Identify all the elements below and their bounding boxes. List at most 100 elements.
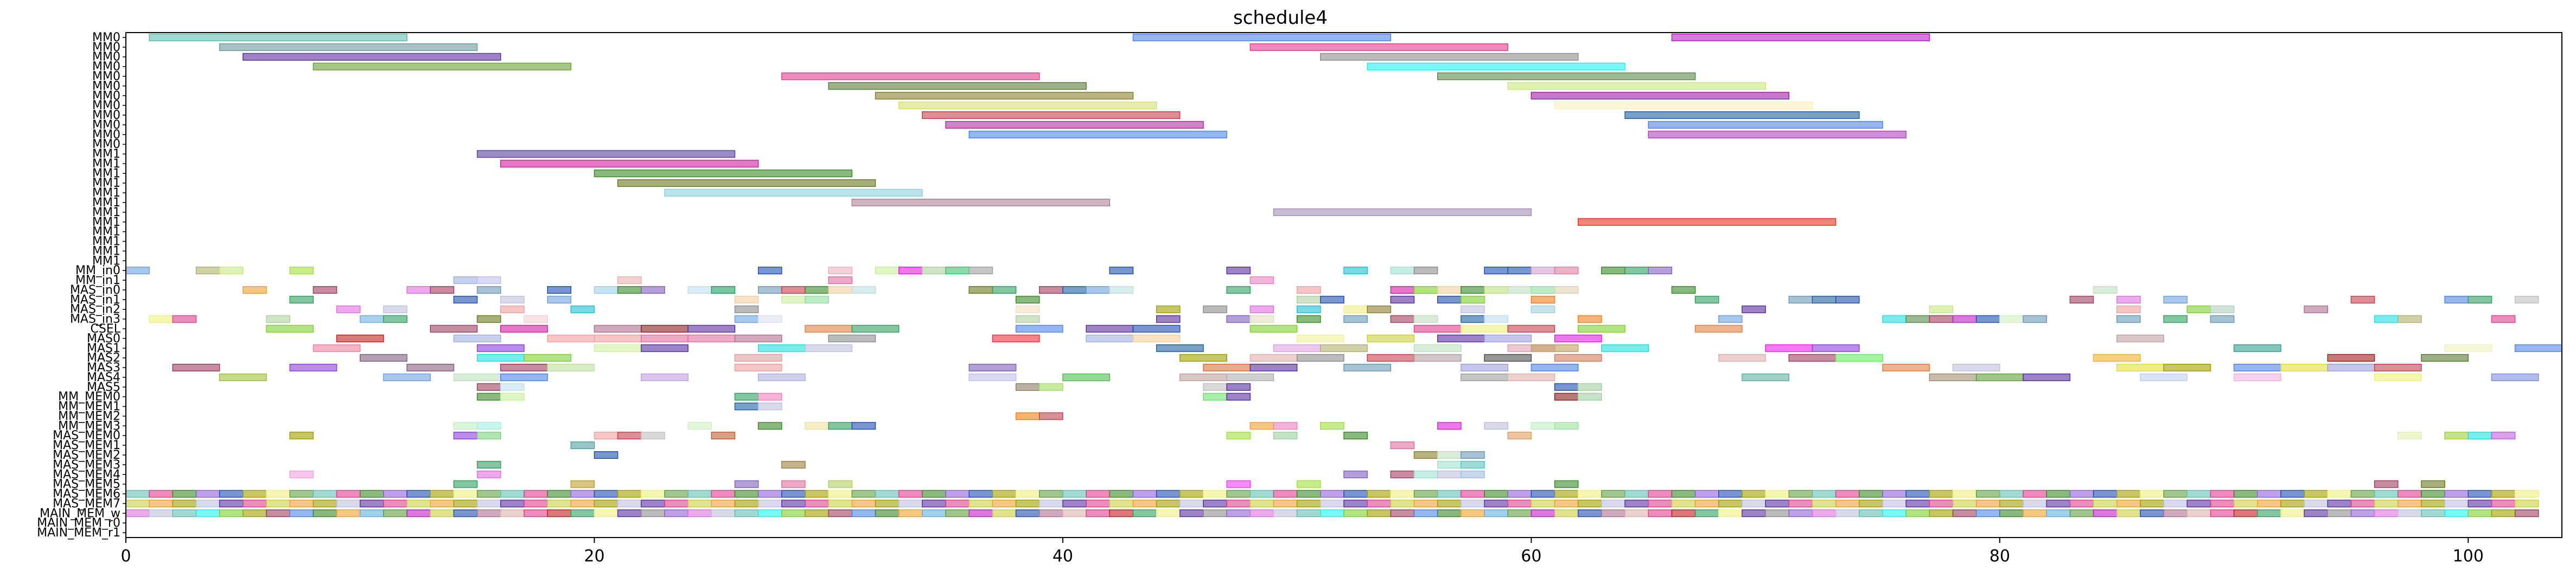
- task-bar: [524, 354, 572, 362]
- row-label: MM1: [92, 196, 120, 210]
- row-label: MAS_in3: [70, 313, 120, 326]
- memory-slot-bar: [1624, 490, 1649, 498]
- memory-slot-bar: [664, 490, 688, 498]
- task-bar: [1132, 334, 1181, 343]
- task-bar: [805, 422, 829, 430]
- memory-slot-bar: [1015, 509, 1040, 517]
- memory-slot-bar: [2093, 509, 2118, 517]
- task-bar: [992, 286, 1017, 294]
- task-bar: [851, 198, 1111, 206]
- memory-slot-bar: [1273, 490, 1298, 498]
- task-bar: [1062, 373, 1111, 381]
- memory-slot-bar: [1343, 509, 1368, 517]
- memory-slot-bar: [289, 509, 314, 517]
- row-label: MM0: [92, 128, 120, 142]
- memory-slot-bar: [2046, 509, 2071, 517]
- row-label: MM_in1: [75, 274, 120, 287]
- task-bar: [2374, 480, 2399, 488]
- task-bar: [266, 325, 314, 333]
- task-bar: [1390, 470, 1415, 478]
- memory-slot-bar: [2467, 509, 2492, 517]
- task-bar: [2327, 364, 2375, 372]
- task-bar: [1484, 286, 1508, 294]
- memory-slot-bar: [2467, 490, 2492, 498]
- task-bar: [149, 315, 174, 323]
- task-bar: [805, 344, 853, 352]
- memory-slot-bar: [1671, 509, 1696, 517]
- memory-slot-bar: [968, 500, 993, 508]
- memory-slot-bar: [2116, 509, 2141, 517]
- memory-slot-bar: [359, 490, 384, 498]
- task-bar: [359, 315, 384, 323]
- task-bar: [1531, 364, 1579, 372]
- row-label: MM0: [92, 50, 120, 64]
- memory-slot-bar: [1226, 500, 1251, 508]
- task-bar: [1812, 295, 1837, 304]
- task-bar: [453, 373, 501, 381]
- memory-slot-bar: [406, 509, 431, 517]
- memory-slot-bar: [336, 500, 361, 508]
- task-bar: [594, 169, 853, 178]
- task-bar: [1554, 422, 1579, 430]
- memory-slot-bar: [547, 490, 572, 498]
- task-bar: [1226, 480, 1251, 488]
- task-bar: [781, 460, 806, 469]
- task-bar: [1507, 432, 1532, 440]
- memory-slot-bar: [757, 509, 782, 517]
- memory-slot-bar: [805, 509, 829, 517]
- memory-slot-bar: [2444, 509, 2469, 517]
- task-bar: [617, 179, 876, 187]
- task-bar: [1554, 354, 1602, 362]
- memory-slot-bar: [1812, 500, 1837, 508]
- memory-slot-bar: [641, 490, 665, 498]
- task-bar: [687, 422, 712, 430]
- task-bar: [289, 295, 314, 304]
- memory-slot-bar: [2444, 500, 2469, 508]
- memory-slot-bar: [664, 509, 688, 517]
- task-bar: [1461, 315, 1485, 323]
- task-bar: [1929, 315, 1954, 323]
- memory-slot-bar: [195, 500, 220, 508]
- memory-slot-bar: [2186, 490, 2211, 498]
- row-label: MM_MEM1: [58, 400, 120, 414]
- memory-slot-bar: [2304, 509, 2329, 517]
- task-bar: [1461, 305, 1485, 313]
- memory-slot-bar: [898, 500, 923, 508]
- row-label: MM1: [92, 225, 120, 239]
- task-bar: [922, 111, 1181, 119]
- task-bar: [968, 130, 1227, 138]
- memory-slot-bar: [2374, 500, 2399, 508]
- task-bar: [2233, 344, 2281, 352]
- task-bar: [641, 334, 688, 343]
- x-tick-label: 60: [1521, 547, 1541, 566]
- memory-slot-bar: [125, 509, 150, 517]
- memory-slot-bar: [570, 490, 595, 498]
- task-bar: [2233, 373, 2281, 381]
- task-bar: [1390, 315, 1415, 323]
- memory-slot-bar: [149, 509, 174, 517]
- memory-slot-bar: [594, 490, 619, 498]
- task-bar: [1577, 383, 1602, 391]
- task-bar: [945, 121, 1204, 129]
- task-bar: [1437, 295, 1462, 304]
- task-bar: [570, 441, 595, 450]
- task-bar: [1249, 354, 1298, 362]
- task-bar: [1086, 325, 1134, 333]
- task-bar: [734, 334, 782, 343]
- task-bar: [1437, 422, 1462, 430]
- memory-slot-bar: [734, 490, 759, 498]
- memory-slot-bar: [1367, 500, 1392, 508]
- memory-slot-bar: [1507, 500, 1532, 508]
- memory-slot-bar: [875, 490, 900, 498]
- task-bar: [1039, 286, 1063, 294]
- task-bar: [851, 422, 876, 430]
- task-bar: [828, 82, 1087, 90]
- task-bar: [453, 334, 501, 343]
- task-bar: [1413, 470, 1438, 478]
- task-bar: [500, 295, 525, 304]
- memory-slot-bar: [2257, 509, 2281, 517]
- memory-slot-bar: [1507, 509, 1532, 517]
- task-bar: [687, 334, 736, 343]
- memory-slot-bar: [570, 500, 595, 508]
- task-bar: [1882, 315, 1907, 323]
